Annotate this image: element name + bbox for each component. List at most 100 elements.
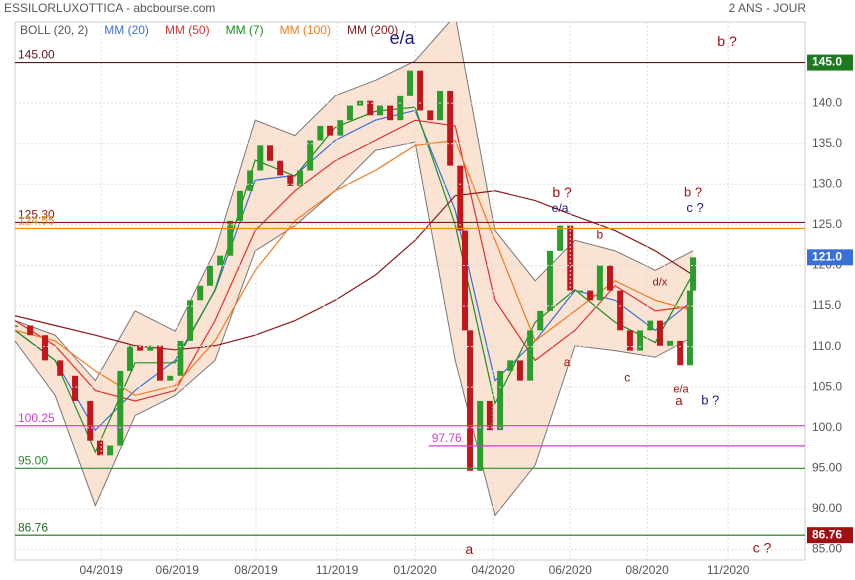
y-tick-label: 95.00 bbox=[812, 460, 842, 474]
x-tick-label: 04/2020 bbox=[471, 563, 515, 577]
candle bbox=[686, 290, 693, 366]
candle bbox=[596, 265, 603, 301]
candle bbox=[177, 340, 184, 376]
level-label: 97.76 bbox=[432, 431, 462, 445]
x-tick-label: 11/2019 bbox=[316, 563, 359, 577]
candle bbox=[206, 265, 213, 286]
period: 2 ANS - JOUR bbox=[729, 1, 807, 15]
candle bbox=[387, 105, 394, 121]
legend-entry: MM (100) bbox=[280, 23, 331, 37]
price-marker bbox=[807, 54, 853, 71]
candle bbox=[267, 145, 274, 161]
candle bbox=[527, 330, 534, 381]
candle bbox=[690, 257, 697, 291]
candle bbox=[577, 290, 584, 293]
y-tick-label: 125.0 bbox=[812, 217, 842, 231]
candle bbox=[327, 125, 334, 136]
annotation: c bbox=[624, 370, 630, 384]
price-marker-label: 121.0 bbox=[812, 249, 842, 263]
candle bbox=[72, 375, 79, 401]
plot-frame bbox=[14, 21, 806, 561]
candle bbox=[317, 125, 324, 141]
candle bbox=[147, 345, 154, 351]
y-tick-label: 130.0 bbox=[812, 176, 842, 190]
candle bbox=[197, 285, 204, 301]
ma-line bbox=[15, 106, 694, 454]
plot-area bbox=[15, 22, 697, 517]
candle bbox=[42, 335, 49, 361]
candle bbox=[407, 70, 413, 96]
candle bbox=[187, 300, 194, 341]
candle bbox=[437, 90, 444, 121]
candle bbox=[587, 290, 594, 301]
level-label: 124.55 bbox=[18, 214, 55, 228]
candle bbox=[477, 400, 484, 471]
legend-entry: MM (20) bbox=[104, 23, 149, 37]
legend-entry: MM (50) bbox=[165, 23, 210, 37]
x-tick-label: 08/2019 bbox=[234, 563, 278, 577]
y-tick-label: 85.00 bbox=[812, 542, 842, 556]
candle bbox=[667, 340, 674, 346]
x-tick-label: 11/2020 bbox=[707, 563, 750, 577]
y-tick-label: 140.0 bbox=[812, 95, 842, 109]
ma-line bbox=[15, 119, 694, 402]
y-tick-label: 90.00 bbox=[812, 501, 842, 515]
candle bbox=[97, 440, 104, 456]
candle bbox=[157, 345, 164, 381]
candle bbox=[57, 360, 64, 376]
candle bbox=[626, 330, 633, 351]
level-label: 125.30 bbox=[18, 208, 55, 222]
x-tick-label: 06/2020 bbox=[549, 563, 593, 577]
annotation: e/a bbox=[673, 383, 689, 395]
legend-entry: MM (200) bbox=[347, 23, 398, 37]
candle bbox=[15, 325, 18, 327]
price-marker-label: 86.76 bbox=[812, 527, 842, 541]
candle bbox=[337, 120, 344, 136]
candle bbox=[497, 370, 504, 431]
annotation: b ? bbox=[701, 392, 719, 407]
candle bbox=[507, 360, 514, 371]
x-tick-label: 04/2019 bbox=[79, 563, 123, 577]
candle bbox=[447, 90, 454, 166]
candle bbox=[367, 100, 374, 116]
candle bbox=[427, 110, 434, 121]
level-label: 95.00 bbox=[18, 453, 48, 467]
candle bbox=[287, 175, 294, 186]
bollinger-upper bbox=[15, 22, 694, 382]
y-tick-label: 110.0 bbox=[812, 339, 841, 353]
candle bbox=[137, 345, 144, 351]
candle bbox=[617, 290, 624, 331]
chart-title: ESSILORLUXOTTICA - abcbourse.com bbox=[4, 1, 215, 15]
candle bbox=[227, 220, 234, 256]
x-tick-label: 01/2020 bbox=[393, 563, 437, 577]
price-marker bbox=[807, 527, 853, 544]
annotation: b ? bbox=[684, 185, 702, 200]
annotation: c ? bbox=[753, 539, 772, 555]
candle bbox=[516, 360, 523, 381]
annotation: b ? bbox=[552, 184, 572, 200]
candle bbox=[217, 255, 224, 266]
candle bbox=[277, 160, 284, 176]
candle bbox=[637, 330, 644, 351]
candle bbox=[297, 170, 304, 186]
price-marker bbox=[807, 249, 853, 266]
ma-line bbox=[15, 109, 694, 432]
y-tick-label: 105.0 bbox=[812, 379, 842, 393]
candle bbox=[257, 145, 264, 171]
candle bbox=[461, 230, 468, 331]
candle bbox=[87, 400, 94, 441]
annotation: b ? bbox=[717, 33, 737, 49]
y-tick-label: 135.0 bbox=[812, 136, 842, 150]
candle bbox=[397, 95, 404, 121]
candle bbox=[236, 190, 243, 221]
candle bbox=[677, 340, 684, 366]
x-tick-label: 08/2020 bbox=[625, 563, 669, 577]
annotation: a bbox=[465, 541, 473, 557]
price-marker-label: 145.0 bbox=[812, 55, 842, 69]
candle bbox=[467, 330, 474, 471]
level-label: 100.25 bbox=[18, 411, 55, 425]
candle bbox=[376, 105, 383, 116]
candle bbox=[247, 170, 254, 191]
candle bbox=[107, 445, 114, 456]
